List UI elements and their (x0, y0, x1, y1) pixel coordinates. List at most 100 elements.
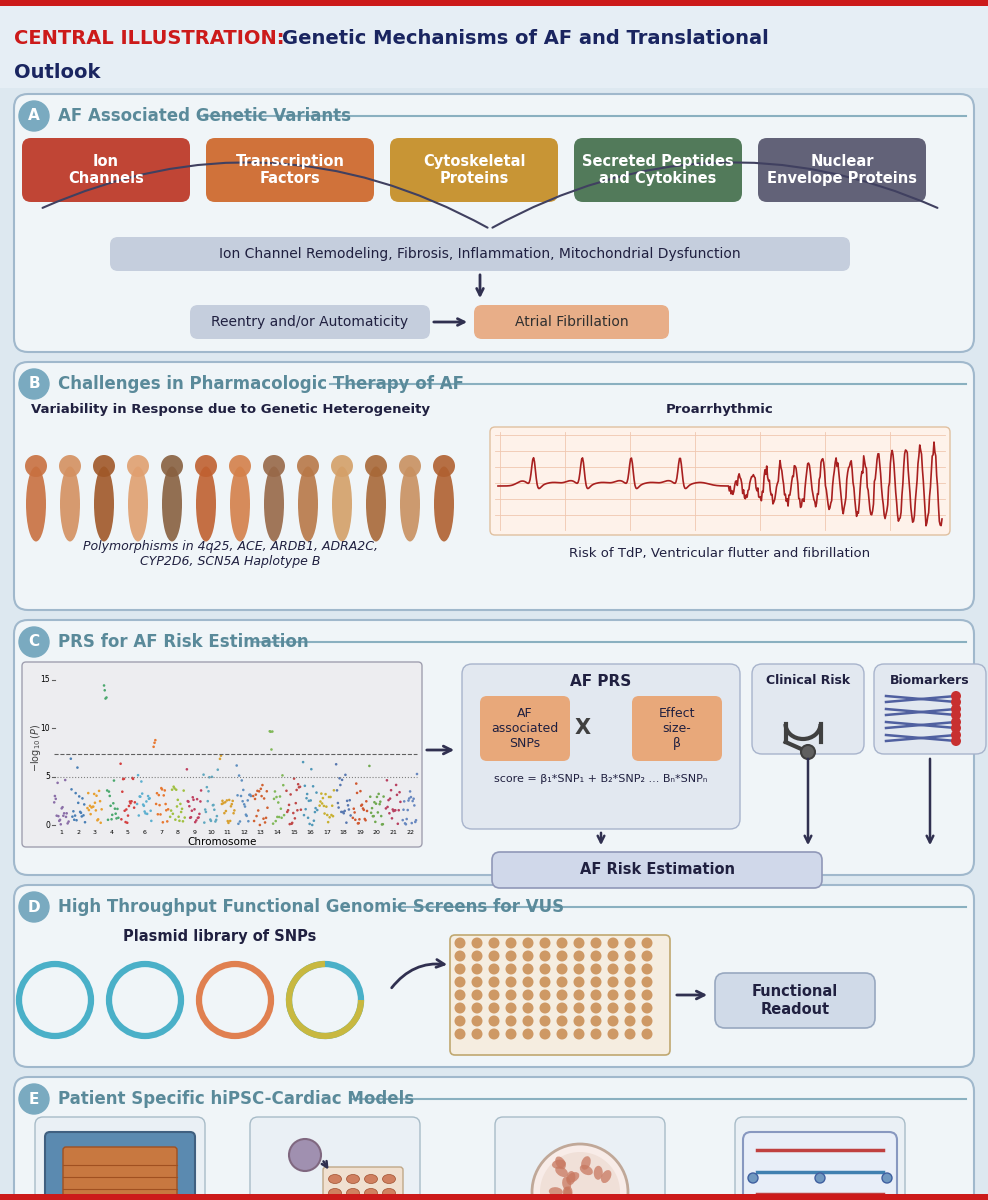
Text: D: D (28, 900, 41, 914)
Point (82, 796, 98, 815)
Point (148, 794, 164, 814)
Point (307, 798, 323, 817)
Point (313, 784, 329, 803)
FancyBboxPatch shape (474, 305, 669, 338)
Text: $-\log_{10}(P)$: $-\log_{10}(P)$ (29, 724, 43, 772)
Text: E: E (29, 1092, 40, 1106)
Circle shape (591, 1015, 602, 1026)
Circle shape (454, 937, 465, 948)
Point (250, 781, 266, 800)
Point (318, 797, 334, 816)
Circle shape (229, 455, 251, 476)
Point (136, 802, 152, 821)
Text: Cytoskeletal
Proteins: Cytoskeletal Proteins (423, 154, 526, 186)
Circle shape (951, 697, 961, 707)
Point (74, 788, 90, 808)
Point (341, 800, 357, 820)
Circle shape (539, 1002, 550, 1014)
Point (81, 800, 97, 820)
Circle shape (624, 977, 635, 988)
Point (59, 814, 75, 833)
Point (194, 781, 209, 800)
Point (173, 794, 189, 814)
Point (151, 786, 167, 805)
Circle shape (488, 964, 500, 974)
Point (399, 810, 415, 829)
Text: Chromosome: Chromosome (188, 838, 257, 847)
Point (331, 798, 347, 817)
Point (170, 791, 186, 810)
Point (282, 815, 297, 834)
Point (102, 786, 118, 805)
Text: 13: 13 (257, 829, 265, 834)
Point (50, 806, 66, 826)
Circle shape (471, 977, 482, 988)
Point (63, 749, 79, 768)
Text: Variability in Response due to Genetic Heterogeneity: Variability in Response due to Genetic H… (31, 403, 430, 416)
Point (189, 790, 205, 809)
Circle shape (523, 950, 534, 961)
Point (318, 785, 334, 804)
Ellipse shape (264, 467, 284, 541)
Point (111, 808, 126, 827)
FancyBboxPatch shape (63, 1147, 177, 1200)
Point (281, 800, 296, 820)
Circle shape (195, 455, 217, 476)
Point (290, 775, 306, 794)
Point (343, 806, 359, 826)
Point (150, 805, 166, 824)
Point (255, 775, 271, 794)
Point (53, 799, 69, 818)
Point (405, 792, 421, 811)
Point (356, 800, 371, 820)
Point (373, 806, 389, 826)
Circle shape (523, 990, 534, 1001)
Point (370, 785, 386, 804)
Point (406, 790, 422, 809)
FancyBboxPatch shape (390, 138, 558, 202)
Point (158, 800, 174, 820)
Point (286, 804, 301, 823)
Circle shape (454, 1028, 465, 1039)
Circle shape (624, 937, 635, 948)
Point (259, 781, 275, 800)
Point (73, 803, 89, 822)
Circle shape (523, 977, 534, 988)
Circle shape (297, 455, 319, 476)
Point (254, 786, 270, 805)
Point (296, 805, 312, 824)
FancyBboxPatch shape (874, 664, 986, 754)
Circle shape (608, 1028, 618, 1039)
Point (77, 812, 93, 832)
Circle shape (488, 1015, 500, 1026)
Point (212, 749, 228, 768)
FancyBboxPatch shape (743, 1132, 897, 1200)
Point (364, 803, 379, 822)
Point (265, 722, 281, 742)
Point (51, 811, 67, 830)
Point (219, 811, 235, 830)
Point (256, 788, 272, 808)
Point (387, 800, 403, 820)
Point (275, 766, 290, 785)
Point (67, 806, 83, 826)
Point (156, 786, 172, 805)
Ellipse shape (196, 467, 216, 541)
Point (141, 790, 157, 809)
Circle shape (539, 937, 550, 948)
Ellipse shape (382, 1188, 395, 1198)
Text: Genetic Mechanisms of AF and Translational: Genetic Mechanisms of AF and Translation… (282, 29, 769, 48)
Text: 3: 3 (93, 829, 97, 834)
Circle shape (641, 977, 652, 988)
Point (338, 766, 354, 785)
Circle shape (523, 1028, 534, 1039)
Point (198, 800, 213, 820)
Text: 17: 17 (323, 829, 331, 834)
Point (146, 733, 162, 752)
Point (100, 810, 116, 829)
Point (352, 810, 368, 829)
Point (317, 804, 333, 823)
Point (52, 810, 68, 829)
Point (407, 812, 423, 832)
Text: 11: 11 (223, 829, 231, 834)
